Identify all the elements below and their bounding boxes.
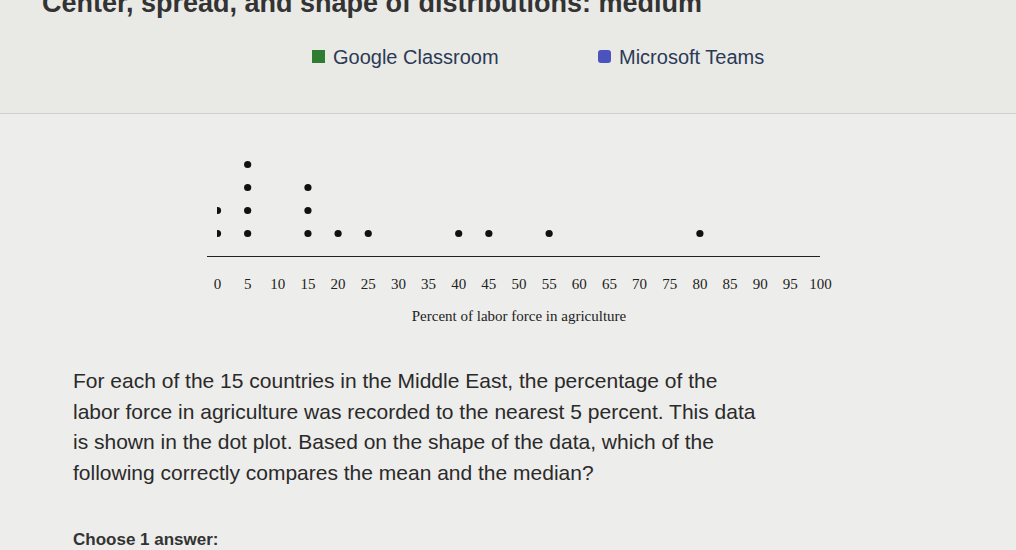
html-text:For each of the 15 countries i: For each of the 15 countries in the Midd… [73,369,718,392]
svg-text:0: 0 [214,276,222,292]
svg-text:5: 5 [244,276,252,292]
svg-text:45: 45 [481,276,496,292]
svg-text:25: 25 [361,276,376,292]
html-text:is shown in the dot plot. Base: is shown in the dot plot. Based on the s… [73,430,714,453]
svg-text:50: 50 [512,276,527,292]
html-text:Google Classroom: Google Classroom [333,46,499,68]
svg-text:40: 40 [451,276,466,292]
html-text:following correctly compares t: following correctly compares the mean an… [73,460,594,484]
svg-text:60: 60 [572,276,587,292]
html-text:Microsoft Teams: Microsoft Teams [619,46,765,68]
html-text:labor force in agriculture was: labor force in agriculture was recorded … [73,399,756,423]
svg-text:Percent of labor force in agri: Percent of labor force in agriculture [412,308,627,324]
svg-text:75: 75 [662,276,677,292]
svg-text:15: 15 [300,276,315,292]
svg-text:35: 35 [421,276,436,292]
svg-text:70: 70 [632,276,647,292]
svg-text:100: 100 [809,276,832,292]
svg-text:95: 95 [783,276,798,292]
svg-text:30: 30 [391,276,406,292]
svg-text:20: 20 [331,276,346,292]
svg-text:85: 85 [723,276,738,292]
html-text:Choose 1 answer:: Choose 1 answer: [73,530,219,549]
svg-text:80: 80 [692,276,707,292]
svg-text:90: 90 [753,276,768,292]
svg-text:65: 65 [602,276,617,292]
svg-text:55: 55 [542,276,557,292]
svg-text:10: 10 [270,276,285,292]
